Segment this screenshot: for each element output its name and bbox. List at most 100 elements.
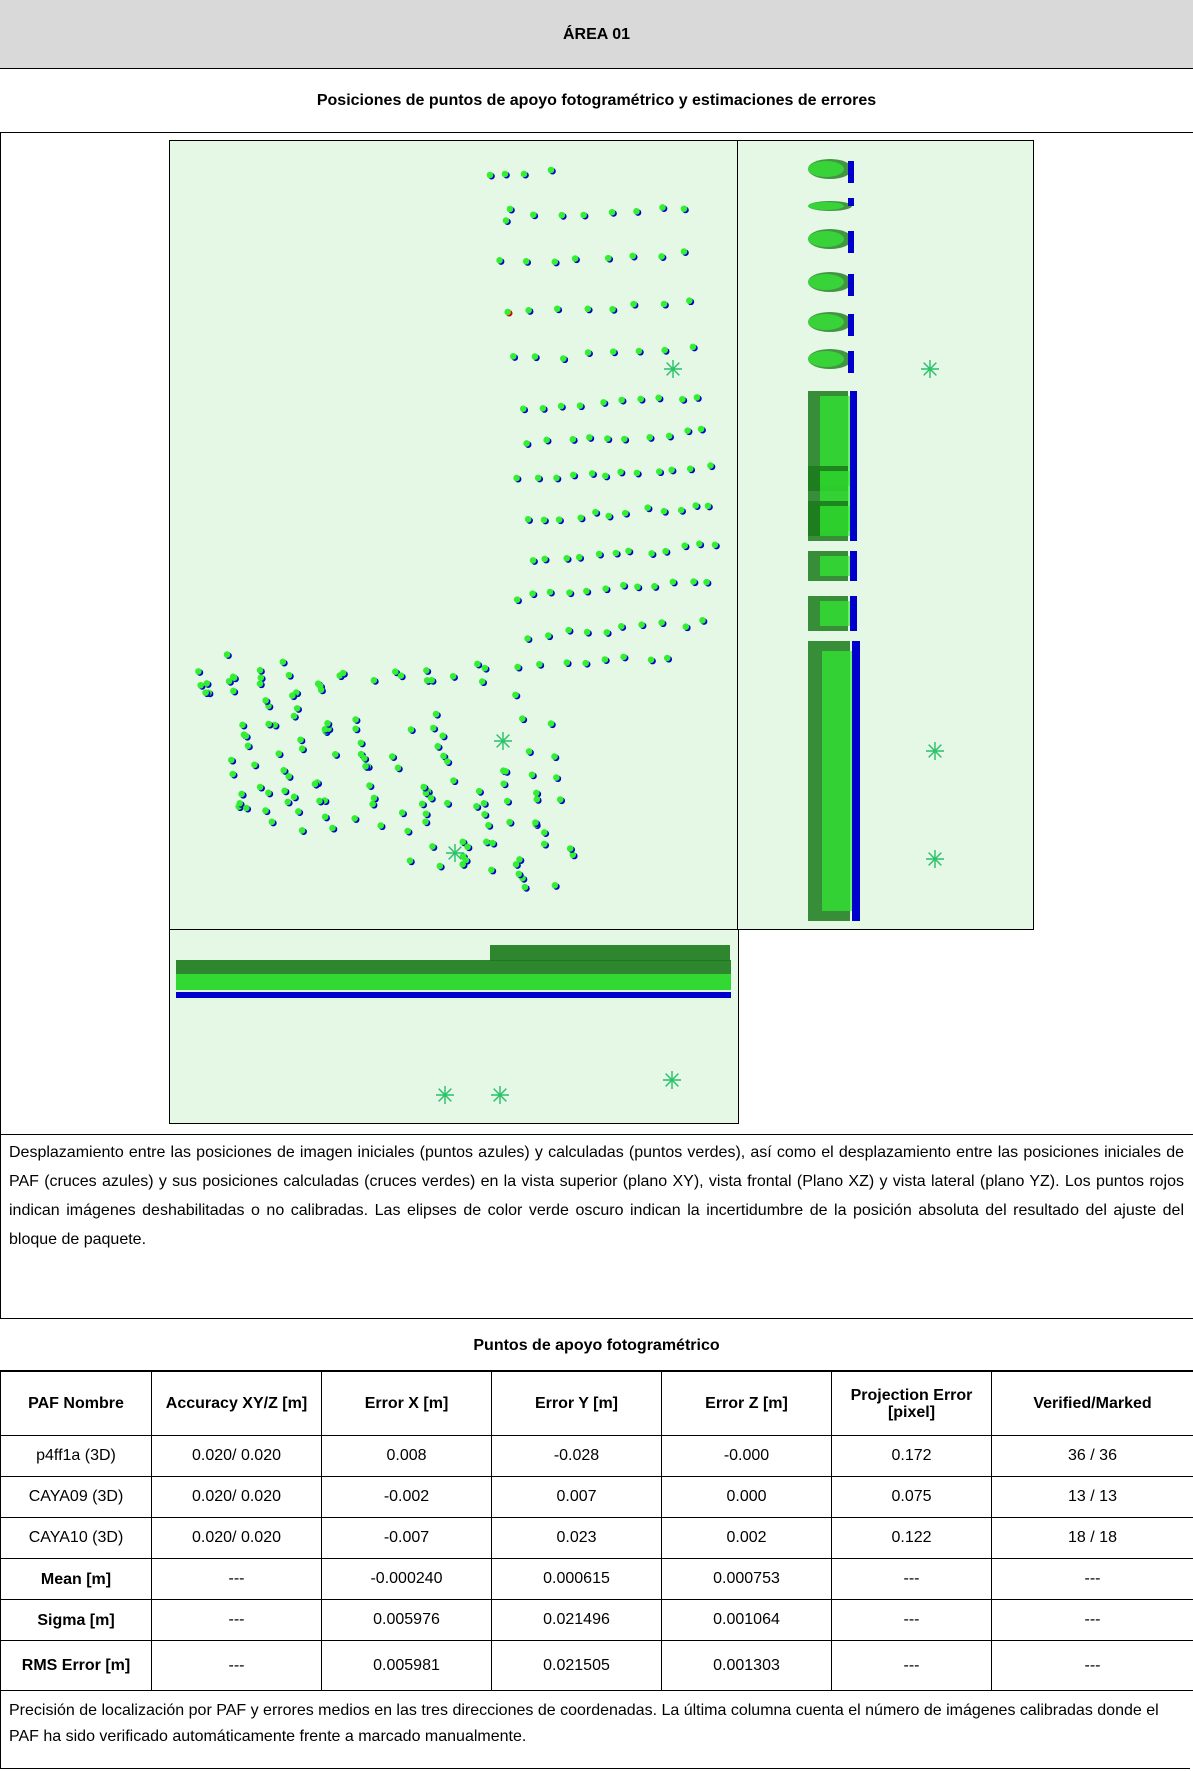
computed-position-point (268, 818, 276, 826)
computed-position-point (540, 516, 548, 524)
computed-position-point (608, 208, 616, 216)
side-view-yz-plot (737, 140, 1034, 930)
computed-position-point (502, 217, 510, 224)
computed-position-point (509, 353, 517, 360)
side-view-points (808, 159, 944, 921)
cell: 0.008 (321, 1435, 492, 1477)
computed-position-point (331, 751, 339, 758)
computed-position-point (617, 623, 625, 630)
gcp-cross (491, 1086, 509, 1104)
computed-position-point (556, 796, 564, 803)
computed-position-point (600, 399, 607, 406)
row-header: RMS Error [m] (0, 1640, 152, 1691)
computed-position-point (603, 629, 611, 636)
computed-position-point (536, 660, 543, 668)
computed-position-point (265, 720, 272, 728)
computed-position-point (290, 712, 298, 720)
initial-position-column (848, 314, 854, 336)
cell: 0.001064 (661, 1599, 832, 1641)
computed-position-point (370, 794, 378, 802)
computed-position-point (669, 578, 677, 586)
computed-position-point (439, 732, 447, 740)
computed-position-point (404, 827, 411, 835)
computed-position-point (351, 815, 358, 822)
computed-position-point (513, 596, 521, 603)
computed-position-point (551, 258, 559, 266)
computed-position-point (496, 257, 503, 264)
computed-position-point (369, 800, 376, 808)
computed-position-point (547, 720, 555, 727)
computed-position-point (633, 469, 641, 477)
computed-position-point (361, 754, 368, 762)
computed-position-point (225, 677, 233, 685)
computed-position-point (648, 550, 655, 557)
computed-position-point (500, 780, 508, 788)
computed-position-point (575, 553, 583, 561)
cell: -0.000 (661, 1435, 832, 1477)
computed-position-point (682, 623, 690, 630)
computed-position-point (464, 843, 471, 851)
computed-position-point (569, 851, 577, 859)
col-header: Error X [m] (321, 1371, 492, 1436)
computed-position-point (584, 349, 592, 356)
section-subtitle: Posiciones de puntos de apoyo fotogramét… (0, 69, 1193, 133)
cell: -0.007 (321, 1517, 492, 1559)
computed-position-point (703, 578, 710, 586)
computed-position-point (689, 343, 697, 351)
computed-position-point (223, 651, 231, 658)
computed-position-point (633, 208, 640, 215)
computed-position-point (244, 742, 252, 750)
initial-position-column (848, 231, 854, 253)
computed-position-point (357, 739, 365, 747)
cell: 0.122 (831, 1517, 992, 1559)
initial-position-column (850, 596, 857, 631)
gcp-cross (664, 360, 682, 378)
computed-position-point (295, 808, 302, 815)
computed-position-point (265, 789, 272, 797)
computed-position-point (512, 861, 520, 868)
computed-position-point (523, 440, 530, 447)
computed-position-point (489, 839, 496, 847)
computed-position-point (625, 547, 632, 555)
computed-position-point (394, 764, 402, 772)
computed-position-point (533, 795, 541, 803)
gcp-table: PAF Nombre Accuracy XY/Z [m] Error X [m]… (0, 1371, 1193, 1691)
gcp-cross (446, 844, 464, 862)
computed-position-point (519, 715, 526, 722)
computed-position-point (352, 716, 359, 723)
computed-position-point (582, 659, 589, 667)
computed-position-point (284, 798, 292, 806)
computed-position-point (620, 581, 627, 589)
computed-position-point (256, 680, 264, 687)
cell: -0.000240 (321, 1558, 492, 1600)
computed-position-point (481, 664, 489, 672)
initial-position-column (848, 161, 854, 183)
computed-position-point (262, 697, 269, 704)
initial-position-column (848, 198, 854, 206)
computed-position-point (699, 617, 706, 624)
computed-position-point (696, 540, 703, 548)
cell: --- (151, 1558, 322, 1600)
computed-position-point (621, 509, 629, 517)
computed-position-point (658, 253, 665, 260)
computed-position-point (298, 827, 306, 834)
computed-position-point (660, 300, 668, 308)
computed-position-point (429, 843, 436, 850)
computed-position-point (506, 818, 513, 826)
divider (0, 1690, 1193, 1691)
cell: 0.000 (661, 1476, 832, 1518)
computed-position-point (444, 758, 451, 765)
computed-position-point (420, 783, 428, 791)
computed-position-point (665, 432, 673, 440)
cell: --- (991, 1599, 1193, 1641)
computed-position-point (397, 672, 405, 680)
computed-position-point (546, 588, 554, 596)
computed-position-point (229, 770, 237, 778)
computed-position-point (580, 211, 587, 219)
computed-position-point (566, 845, 574, 852)
computed-position-point (543, 436, 550, 444)
computed-position-point (571, 255, 579, 262)
computed-position-point (407, 726, 415, 733)
computed-position-point (620, 653, 627, 661)
computed-position-point (583, 587, 590, 595)
